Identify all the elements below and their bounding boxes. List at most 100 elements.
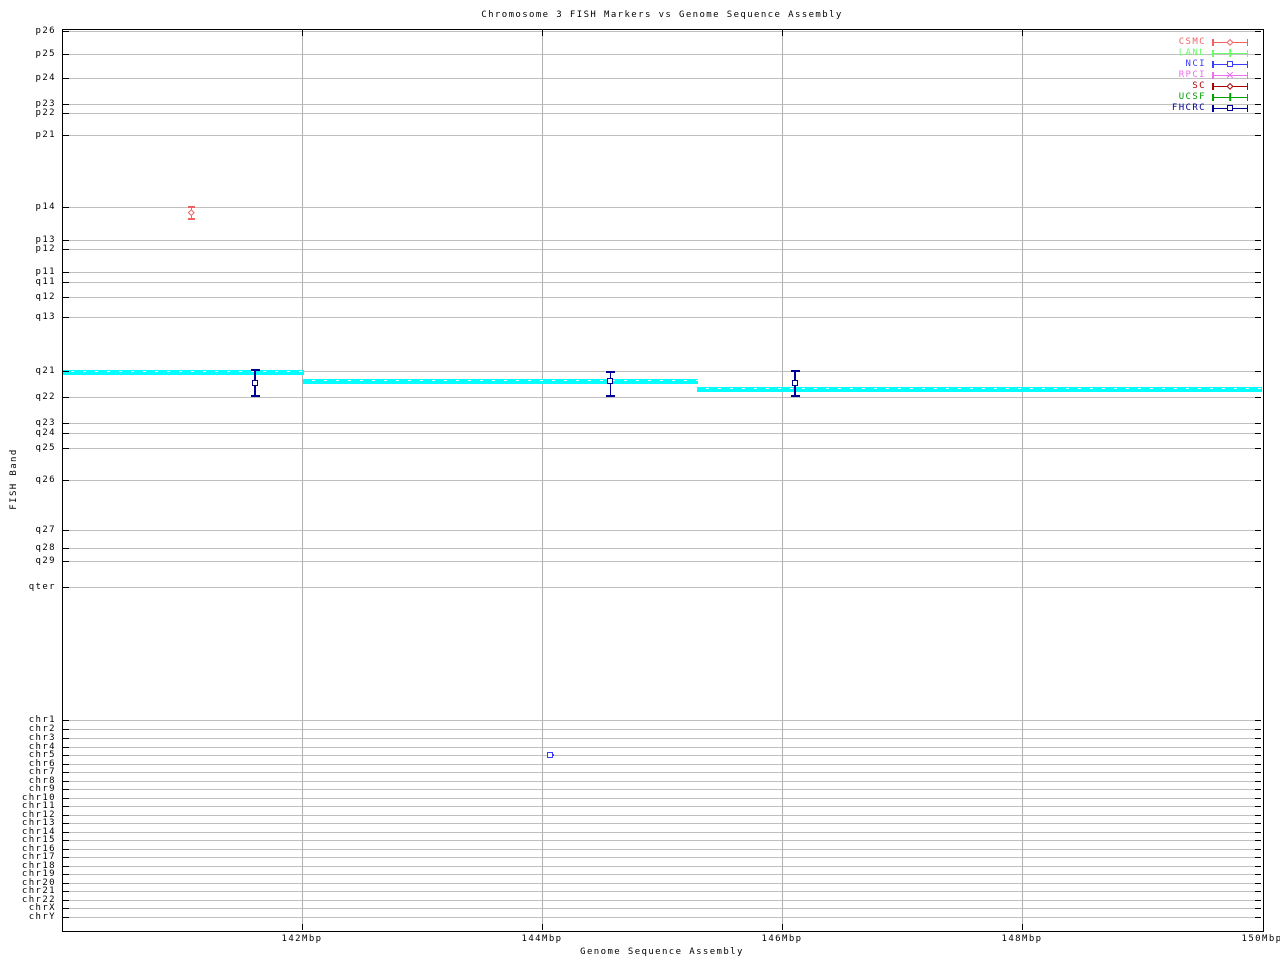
gridline-h [63,874,1261,875]
y-tick-label: chr15 [21,835,56,845]
y-tick [63,297,69,298]
y-tick-mirror [1255,78,1261,79]
y-tick-mirror [1255,806,1261,807]
gridline-h [63,772,1261,773]
y-tick-label: chr7 [28,767,56,777]
gridline-h [63,78,1261,79]
assembly-segment [303,378,698,384]
y-tick [63,764,69,765]
y-tick-mirror [1255,371,1261,372]
x-tick [302,924,303,930]
square-marker-icon [547,752,554,758]
gridline-h [63,207,1261,208]
legend-row: NCI [1186,59,1248,70]
plus-marker-icon [1229,49,1231,57]
x-tick-label: 144Mbp [521,934,563,944]
legend-row: FHCRC [1172,103,1248,114]
gridline-h [63,371,1261,372]
gridline-h [63,764,1261,765]
y-tick [63,240,69,241]
legend-row: LANL [1179,48,1248,59]
legend-sample-square-icon [1212,104,1248,113]
y-tick-label: chr1 [28,715,56,725]
y-tick-label: q13 [35,312,56,322]
error-bar-line [609,372,612,396]
y-tick-mirror [1255,900,1261,901]
gridline-h [63,815,1261,816]
y-tick [63,272,69,273]
y-tick-mirror [1255,823,1261,824]
y-tick-mirror [1255,874,1261,875]
gridline-h [63,798,1261,799]
x-tick-mirror [1022,30,1023,36]
y-tick [63,371,69,372]
gridline-h [63,900,1261,901]
x-tick-label: 142Mbp [281,934,323,944]
gridline-h [63,135,1261,136]
gridline-h [63,317,1261,318]
y-tick [63,720,69,721]
y-tick-mirror [1255,587,1261,588]
y-tick-mirror [1255,781,1261,782]
y-tick [63,891,69,892]
y-tick [63,840,69,841]
y-tick-mirror [1255,530,1261,531]
y-tick-label: p24 [35,73,56,83]
gridline-h [63,849,1261,850]
gridline-h [63,823,1261,824]
y-tick [63,832,69,833]
error-bar-cap [605,395,615,397]
gridline-h [63,908,1261,909]
y-tick-mirror [1255,849,1261,850]
gridline-h [63,747,1261,748]
y-tick-label: p22 [35,108,56,118]
x-tick [782,924,783,930]
y-tick-mirror [1255,815,1261,816]
y-tick-mirror [1255,840,1261,841]
x-tick [1022,924,1023,930]
y-tick-mirror [1255,104,1261,105]
y-tick-mirror [1255,857,1261,858]
y-tick-mirror [1255,720,1261,721]
legend-sample-plus-icon [1212,49,1248,58]
y-tick-label: q11 [35,277,56,287]
gridline-h [63,781,1261,782]
y-tick-mirror [1255,423,1261,424]
y-tick [63,397,69,398]
y-tick-label: q26 [35,475,56,485]
y-tick-mirror [1255,297,1261,298]
y-tick-mirror [1255,480,1261,481]
y-tick [63,815,69,816]
y-tick-label: chr5 [28,750,56,760]
y-tick-label: chr22 [21,895,56,905]
y-tick [63,561,69,562]
y-tick [63,448,69,449]
y-tick-mirror [1255,866,1261,867]
error-bar-cap [790,395,800,397]
y-tick-label: q22 [35,392,56,402]
y-tick [63,806,69,807]
gridline-h [63,891,1261,892]
legend-sample-cross-icon [1212,71,1248,80]
y-tick-label: q12 [35,292,56,302]
gridline-h [63,857,1261,858]
gridline-h [63,561,1261,562]
y-tick-label: chr10 [21,793,56,803]
y-tick-label: p12 [35,244,56,254]
y-tick [63,433,69,434]
y-tick [63,548,69,549]
gridline-h [63,433,1261,434]
error-bar-cap [188,218,196,220]
gridline-h [63,866,1261,867]
y-tick-label: chrX [28,903,56,913]
gridline-h [63,249,1261,250]
gridline-h [63,272,1261,273]
square-marker-icon [607,378,614,384]
y-tick [63,31,69,32]
y-tick-mirror [1255,448,1261,449]
y-tick-label: q21 [35,366,56,376]
y-tick-label: p23 [35,99,56,109]
y-tick-mirror [1255,917,1261,918]
y-tick [63,908,69,909]
y-tick-label: chr14 [21,827,56,837]
